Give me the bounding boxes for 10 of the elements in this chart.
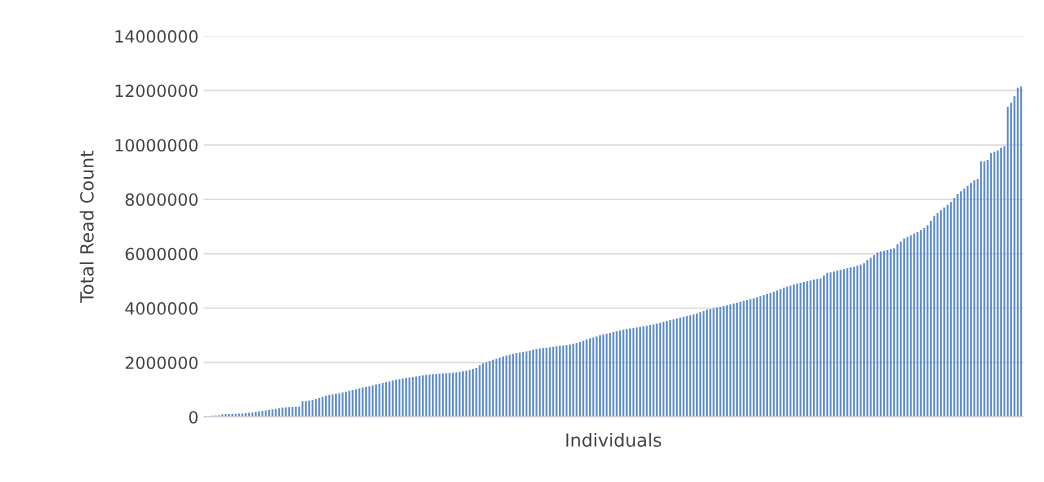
y-tick-label: 8000000 xyxy=(125,193,198,206)
y-tick-label: 2000000 xyxy=(125,356,198,370)
y-axis-title: Total Read Count xyxy=(79,150,94,303)
x-axis-title: Individuals xyxy=(566,432,662,447)
y-tick-label: 0 xyxy=(189,410,198,424)
y-tick-label: 12000000 xyxy=(115,84,198,98)
y-tick-label: 14000000 xyxy=(115,30,198,43)
y-tick-label: 10000000 xyxy=(115,138,198,152)
y-tick-label: 4000000 xyxy=(125,302,198,315)
y-tick-label: 6000000 xyxy=(125,247,198,261)
